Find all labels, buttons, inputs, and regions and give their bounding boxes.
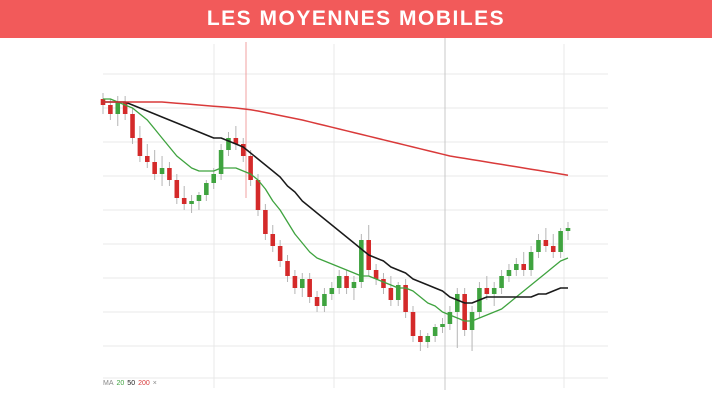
candle-body: [418, 336, 423, 342]
legend-close-icon[interactable]: ×: [152, 380, 157, 387]
candle-body: [528, 252, 534, 270]
chart-grid: [103, 44, 608, 388]
candle-body: [521, 264, 527, 270]
candle-body: [130, 114, 135, 138]
candle-body: [174, 180, 180, 198]
candle-body: [565, 228, 571, 231]
candle-body: [314, 297, 320, 306]
candle-body: [381, 279, 386, 288]
candle-body: [447, 312, 453, 324]
candle-body: [181, 198, 187, 204]
title-banner: LES MOYENNES MOBILES: [0, 0, 712, 38]
ma-line-200: [103, 101, 569, 176]
moving-averages-layer: [103, 98, 569, 322]
candle-body: [152, 162, 157, 174]
candle-body: [322, 294, 327, 306]
candle-body: [255, 180, 261, 210]
candle-body: [233, 138, 239, 144]
candle-body: [159, 168, 165, 174]
ma-line-50: [103, 101, 568, 304]
candle-body: [189, 201, 194, 204]
candle-body: [550, 246, 556, 252]
candle-body: [536, 240, 541, 252]
candle-body: [558, 231, 563, 252]
candle-body: [336, 276, 342, 288]
candle-body: [491, 288, 497, 294]
candle-body: [410, 312, 416, 336]
candle-body: [351, 282, 357, 288]
candle-body: [211, 174, 217, 183]
legend-ma200[interactable]: 200: [138, 380, 150, 387]
ma-line-20: [103, 98, 569, 322]
candle-body: [167, 168, 172, 180]
chart-legend: MA 20 50 200 ×: [103, 380, 160, 387]
candle-body: [270, 234, 276, 246]
candle-body: [403, 285, 408, 312]
candle-body: [388, 288, 394, 300]
candle-body: [122, 102, 128, 114]
candlestick-chart: [100, 38, 608, 390]
candle-body: [218, 150, 224, 174]
candle-body: [277, 246, 283, 261]
candle-body: [425, 336, 431, 342]
chart-cursors: [245, 38, 446, 390]
candle-body: [144, 156, 150, 162]
candle-body: [299, 279, 305, 288]
legend-ma20[interactable]: 20: [116, 380, 125, 387]
candle-body: [514, 264, 519, 270]
candle-body: [395, 285, 401, 300]
candle-body: [506, 270, 512, 276]
legend-prefix: MA: [103, 380, 114, 387]
candle-body: [248, 156, 253, 180]
candle-body: [440, 324, 445, 327]
candle-body: [454, 294, 460, 312]
candle-body: [292, 276, 298, 288]
candle-body: [108, 105, 113, 114]
candle-body: [285, 261, 290, 276]
candle-body: [137, 138, 143, 156]
candle-body: [307, 279, 312, 297]
candle-body: [359, 240, 364, 282]
candle-body: [240, 144, 246, 156]
candle-body: [263, 210, 268, 234]
banner-title: LES MOYENNES MOBILES: [206, 7, 506, 30]
legend-ma50[interactable]: 50: [127, 380, 136, 387]
candle-body: [196, 195, 202, 201]
candle-body: [543, 240, 549, 246]
candle-body: [204, 183, 209, 195]
candle-body: [484, 288, 490, 294]
candle-body: [115, 102, 121, 114]
candle-body: [329, 288, 335, 294]
candle-body: [432, 327, 438, 336]
candle-body: [462, 294, 467, 330]
candle-body: [373, 270, 379, 279]
candle-body: [226, 138, 231, 150]
candle-body: [499, 276, 504, 288]
candle-body: [344, 276, 349, 288]
